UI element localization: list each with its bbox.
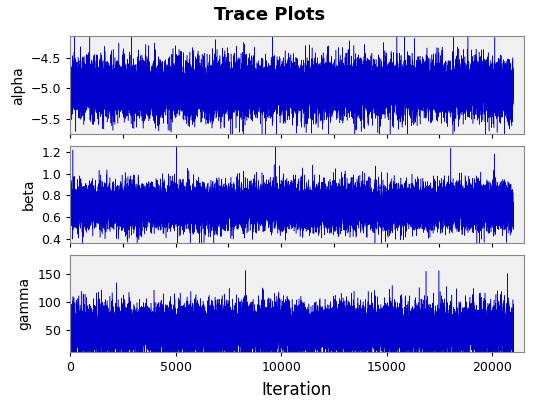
Y-axis label: beta: beta xyxy=(22,179,36,210)
Text: Trace Plots: Trace Plots xyxy=(214,6,326,24)
Y-axis label: gamma: gamma xyxy=(18,277,32,330)
Y-axis label: alpha: alpha xyxy=(11,66,25,104)
X-axis label: Iteration: Iteration xyxy=(262,382,332,399)
